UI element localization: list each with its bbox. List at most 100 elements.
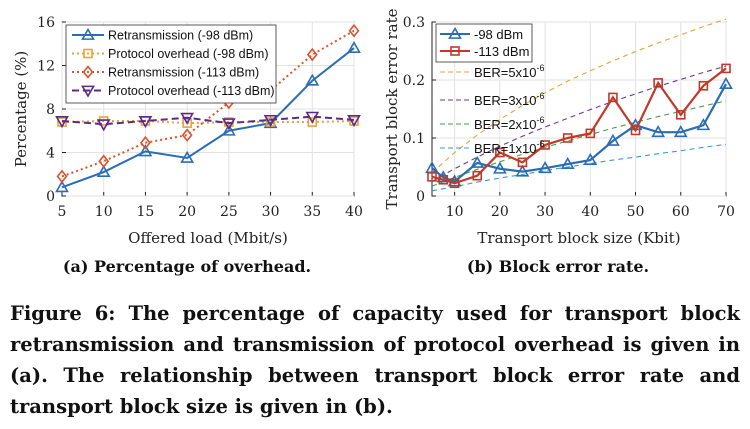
data-point [138,144,153,157]
data-point [470,155,485,168]
series-group [55,23,361,193]
data-point [96,164,111,177]
ber-curve-1 [431,65,727,182]
y-tick-label: 0 [416,189,425,205]
legend-label: -98 dBm [474,27,523,42]
x-tick-label: 15 [137,204,155,220]
ber-curve-0 [431,18,727,174]
x-tick-label: 5 [58,204,67,220]
legend: -98 dBm -113 dBm BER=5x10-6 BER=3x10-6 BER=2… [435,23,545,156]
legend-label: BER=1x10-6 [474,139,545,156]
data-point [436,170,451,183]
y-tick-label: 12 [37,59,55,75]
data-point [630,125,641,136]
y-tick-label: 4 [46,146,55,162]
legend-marker [81,27,95,40]
legend-marker [82,65,94,79]
x-tick-label: 50 [627,204,645,220]
x-tick-label: 10 [95,204,113,220]
data-point [305,73,320,86]
data-point [180,150,195,163]
data-point [55,180,69,193]
data-point [583,152,598,165]
legend-label: Protocol overhead (-113 dBm) [108,84,275,98]
y-tick-label: 0 [46,189,55,205]
data-point [438,174,449,185]
legend-marker [83,48,93,59]
data-point [492,161,507,174]
legend-marker [448,26,462,39]
legend-label: BER=3x10-6 [474,91,545,108]
data-point [55,116,69,129]
y-tick-label: 0.1 [403,131,425,147]
data-point [673,125,688,138]
legend-label: Retransmission (-113 dBm) [108,66,259,80]
series-line-0 [61,47,355,189]
legend-label-exponent: -6 [537,115,545,125]
data-point [472,170,483,181]
series-group [425,63,733,189]
x-tick-label: 35 [303,204,321,220]
series-line-1 [61,119,355,125]
legend-label: Retransmission (-98 dBm) [108,29,253,43]
data-point [56,169,68,184]
grid [432,21,727,197]
legend-label-exponent: -6 [537,63,545,73]
tick-labels: 5 10 15 20 25 30 35 40 0 4 8 12 16 [37,15,363,220]
x-tick-label: 60 [672,204,690,220]
legend-label: -113 dBm [474,44,529,59]
y-tick-label: 0.2 [403,73,425,89]
y-tick-label: 16 [37,15,55,31]
data-point [719,76,733,89]
data-point [515,164,530,177]
series-line-0 [431,83,727,183]
data-point [305,111,320,124]
x-tick-label: 10 [446,204,464,220]
y-axis-label: Transport block error rate [383,8,401,209]
chart-block-error-rate: 10 20 30 40 50 60 70 0 0.1 0.2 0.3 Transport block… [383,8,735,276]
data-point [540,140,550,150]
data-point [447,174,462,187]
series-line-3 [61,115,355,126]
data-point [307,117,318,127]
data-point [675,110,686,120]
data-point [221,118,236,131]
data-point [180,112,195,125]
data-point [449,178,460,189]
legend-marker [81,85,95,98]
legend-marker [450,46,460,56]
x-tick-label: 40 [345,204,363,220]
x-tick-label: 70 [717,204,735,220]
data-point [651,125,666,138]
data-point [653,78,663,88]
legend-label-exponent: -6 [537,91,545,101]
y-tick-label: 0.3 [403,15,425,31]
data-point [182,118,192,128]
data-point [721,63,731,74]
ber-curve-3 [431,143,727,192]
figure-caption: Figure 6: The percentage of capacity use… [10,302,740,418]
data-point [347,40,361,54]
data-point [495,147,505,158]
data-point [98,116,109,126]
data-point [560,156,575,170]
data-point [221,123,236,136]
x-axis-label: Transport block size (Kbit) [477,229,680,247]
data-point [585,128,596,139]
legend-label-exponent: -6 [537,139,545,149]
x-tick-label: 20 [491,204,509,220]
y-axis-label: Percentage (%) [12,51,30,168]
y-tick-label: 8 [46,102,55,118]
subcaption-a: (a) Percentage of overhead. [63,257,311,276]
data-point [427,172,437,182]
data-point [517,157,528,168]
legend-label: Protocol overhead (-98 dBm) [108,47,269,61]
data-point [562,133,573,143]
series-line-1 [431,67,727,185]
data-point [608,92,618,103]
legend-label: BER=5x10-6 [474,63,545,80]
data-point [140,135,151,150]
data-point [263,114,278,127]
data-point [347,114,361,127]
data-point [606,133,620,146]
